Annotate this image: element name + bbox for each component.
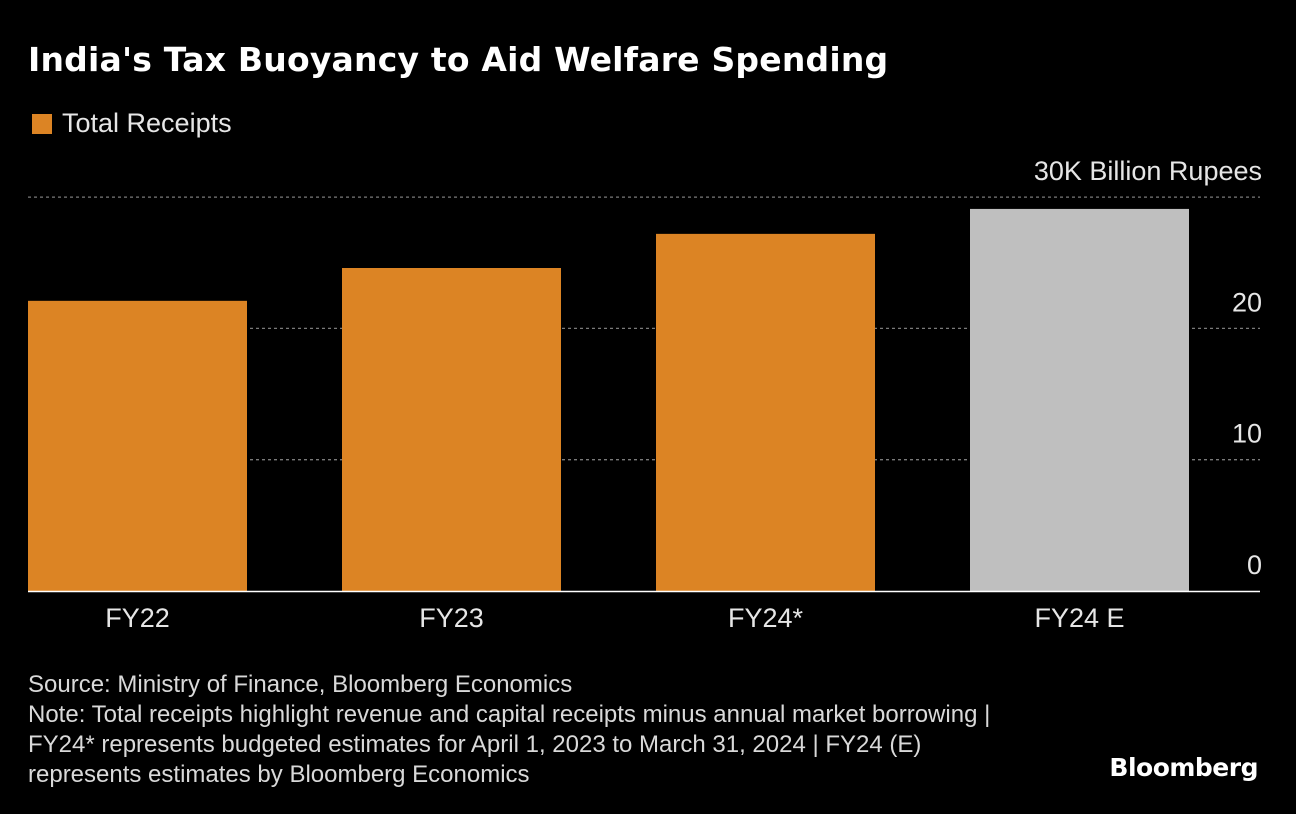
bar-fy23 <box>342 268 561 591</box>
note-text: Note: Total receipts highlight revenue a… <box>28 701 991 788</box>
bar-chart: 0 10 20 30K Billion Rupees FY22 FY23 FY24* FY24… <box>28 156 1262 633</box>
x-tick-label-fy24-e: FY24 E <box>1034 603 1124 633</box>
x-tick-label-fy24-: FY24* <box>728 603 804 633</box>
y-tick-label-20: 20 <box>1232 287 1262 317</box>
bar-fy24- <box>656 233 875 591</box>
legend-swatch-total-receipts <box>32 113 52 134</box>
legend: Total Receipts <box>32 108 232 139</box>
y-tick-label-0: 0 <box>1247 550 1262 580</box>
bar-fy22 <box>28 300 247 591</box>
footer: Source: Ministry of Finance, Bloomberg E… <box>28 670 1038 790</box>
y-tick-label-10: 10 <box>1232 419 1262 449</box>
source-text: Source: Ministry of Finance, Bloomberg E… <box>28 671 573 698</box>
x-tick-label-fy22: FY22 <box>105 603 170 633</box>
y-tick-label-30: 30K Billion Rupees <box>1034 156 1262 186</box>
legend-label-total-receipts: Total Receipts <box>62 108 232 138</box>
chart-title: India's Tax Buoyancy to Aid Welfare Spen… <box>28 40 889 79</box>
bar-fy24-e <box>970 208 1189 592</box>
x-tick-label-fy23: FY23 <box>419 603 484 633</box>
bloomberg-logo: Bloomberg <box>1109 753 1258 782</box>
